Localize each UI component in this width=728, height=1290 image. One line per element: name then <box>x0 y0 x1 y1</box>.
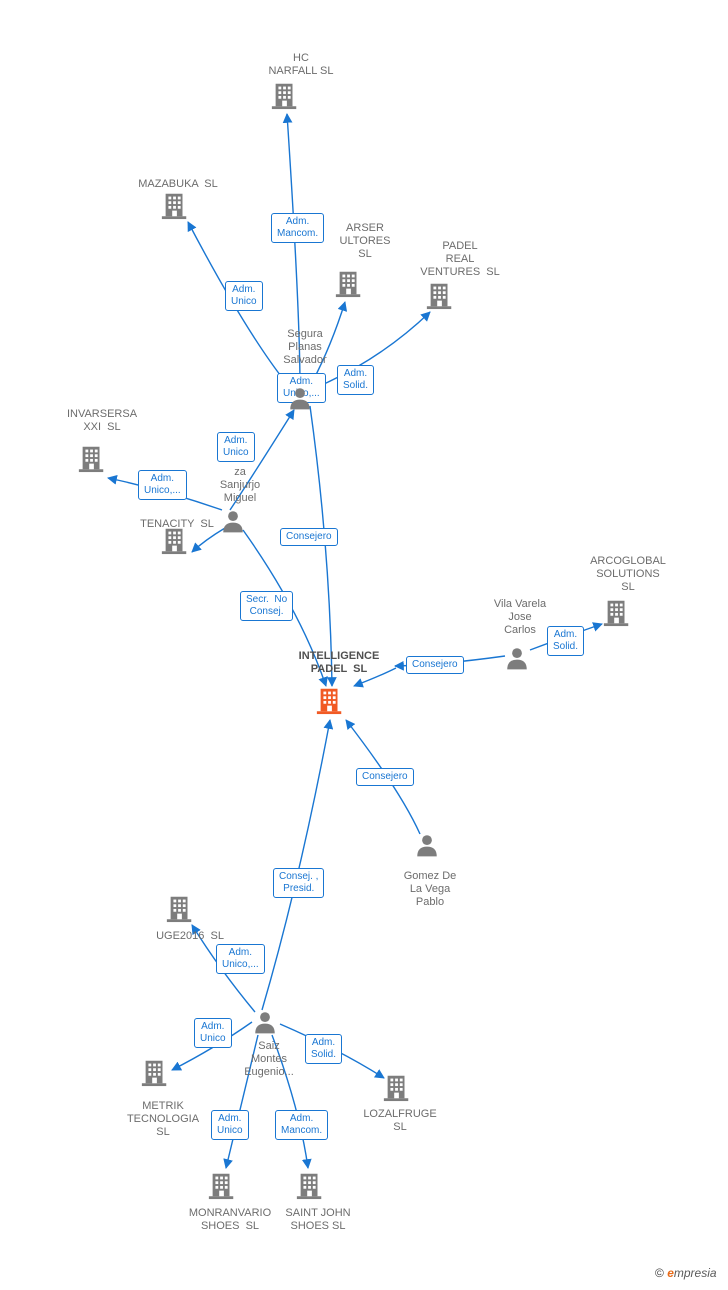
node-label: Gomez De La Vega Pablo <box>390 870 470 909</box>
person-icon[interactable] <box>414 832 440 858</box>
edge <box>346 720 420 834</box>
company-central-icon[interactable] <box>315 685 345 715</box>
person-icon[interactable] <box>220 508 246 534</box>
company-icon[interactable] <box>295 1170 325 1200</box>
node-label: LOZALFRUGE SL <box>345 1108 455 1134</box>
person-icon[interactable] <box>504 645 530 671</box>
person-icon[interactable] <box>287 385 313 411</box>
company-icon[interactable] <box>160 190 190 220</box>
company-icon[interactable] <box>77 443 107 473</box>
company-icon[interactable] <box>602 597 632 627</box>
edge <box>310 406 332 686</box>
person-icon[interactable] <box>252 1009 278 1035</box>
node-label: ARCOGLOBAL SOLUTIONS SL <box>568 555 688 594</box>
company-icon[interactable] <box>140 1057 170 1087</box>
node-label: PADEL REAL VENTURES SL <box>400 240 520 279</box>
edge <box>395 656 505 666</box>
company-icon[interactable] <box>270 80 300 110</box>
footer-credit: © empresia <box>655 1266 717 1280</box>
node-label: SAINT JOHN SHOES SL <box>268 1207 368 1233</box>
node-label: METRIK TECNOLOGIA SL <box>108 1100 218 1139</box>
node-label: UGE2016 SL <box>140 930 240 943</box>
node-label: Segura Planas Salvador <box>265 328 345 367</box>
brand-rest: mpresia <box>674 1266 717 1280</box>
node-label: INTELLIGENCE PADEL SL <box>284 650 394 676</box>
diagram-stage: Adm. Mancom.Adm. UnicoAdm. Unico,...Adm.… <box>0 0 728 1290</box>
edge <box>108 478 222 510</box>
node-label: INVARSERSA XXI SL <box>52 408 152 434</box>
edge <box>262 720 330 1010</box>
node-label: Saiz Montes Eugenio... <box>234 1040 304 1079</box>
company-icon[interactable] <box>334 268 364 298</box>
node-label: MAZABUKA SL <box>128 178 228 191</box>
company-icon[interactable] <box>165 893 195 923</box>
edges-layer <box>0 0 728 1290</box>
company-icon[interactable] <box>207 1170 237 1200</box>
node-label: ARSER ULTORES SL <box>325 222 405 261</box>
company-icon[interactable] <box>425 280 455 310</box>
node-label: za Sanjurjo Miguel <box>210 466 270 505</box>
node-label: TENACITY SL <box>127 518 227 531</box>
copyright-symbol: © <box>655 1266 664 1280</box>
company-icon[interactable] <box>382 1072 412 1102</box>
node-label: Vila Varela Jose Carlos <box>480 598 560 637</box>
node-label: HC NARFALL SL <box>261 52 341 78</box>
brand-e: e <box>667 1266 674 1280</box>
